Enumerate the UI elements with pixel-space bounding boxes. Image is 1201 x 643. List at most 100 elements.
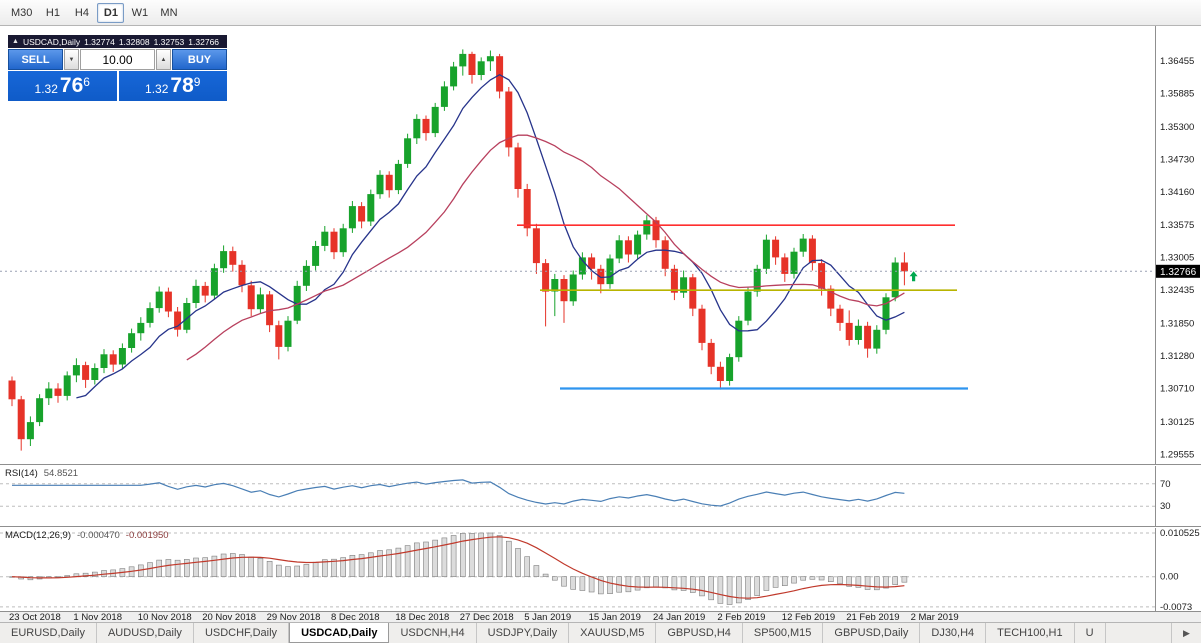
- svg-text:5 Jan 2019: 5 Jan 2019: [524, 612, 571, 622]
- svg-text:1.32766: 1.32766: [1160, 267, 1197, 278]
- time-axis-strip: [0, 612, 1201, 622]
- svg-text:1 Nov 2018: 1 Nov 2018: [73, 612, 122, 622]
- timeframe-d1-button[interactable]: D1: [97, 2, 125, 23]
- buy-price-box[interactable]: 1.32 78 9: [118, 71, 227, 101]
- svg-text:1.32435: 1.32435: [1160, 285, 1194, 296]
- timeframe-mn-button[interactable]: MN: [160, 6, 178, 19]
- svg-text:18 Dec 2018: 18 Dec 2018: [395, 612, 449, 622]
- svg-text:2 Feb 2019: 2 Feb 2019: [717, 612, 765, 622]
- svg-text:29 Nov 2018: 29 Nov 2018: [267, 612, 321, 622]
- svg-text:20 Nov 2018: 20 Nov 2018: [202, 612, 256, 622]
- svg-text:0.00: 0.00: [1160, 572, 1179, 583]
- chart-background: [0, 26, 1201, 612]
- svg-text:23 Oct 2018: 23 Oct 2018: [9, 612, 61, 622]
- svg-text:10 Nov 2018: 10 Nov 2018: [138, 612, 192, 622]
- svg-text:15 Jan 2019: 15 Jan 2019: [589, 612, 641, 622]
- tab-tech100-h1[interactable]: TECH100,H1: [986, 623, 1075, 643]
- tab-u[interactable]: U: [1075, 623, 1106, 643]
- svg-text:0.010525: 0.010525: [1160, 528, 1200, 539]
- svg-text:1.33005: 1.33005: [1160, 253, 1194, 264]
- tab-xauusd-m5[interactable]: XAUUSD,M5: [569, 623, 657, 643]
- volume-increase-button[interactable]: ▲: [156, 49, 171, 70]
- chart-symbol-label: USDCAD,Daily: [22, 36, 81, 47]
- ohlc-high: 1.32808: [118, 36, 150, 47]
- sell-price-base: 1.32: [34, 82, 58, 96]
- overlay-ma-fast: [76, 73, 905, 399]
- timeframe-toolbar: M30 H1 H4 D1 W1 MN: [0, 0, 1201, 26]
- svg-text:1.34160: 1.34160: [1160, 187, 1194, 198]
- overlay-ma-slow: [186, 134, 905, 361]
- chart-area: 1.36455 1.35885 1.35300 1.34730 1.34160 1.335…: [0, 26, 1201, 622]
- sell-price-box[interactable]: 1.32 76 6: [8, 71, 117, 101]
- svg-text:2 Mar 2019: 2 Mar 2019: [911, 612, 959, 622]
- tab-sp500-m15[interactable]: SP500,M15: [743, 623, 824, 643]
- svg-text:1.36455: 1.36455: [1160, 56, 1194, 67]
- symbol-tabbar: EURUSD,Daily AUDUSD,Daily USDCHF,Daily USDC…: [0, 622, 1201, 643]
- svg-text:12 Feb 2019: 12 Feb 2019: [782, 612, 835, 622]
- svg-text:1.34730: 1.34730: [1160, 154, 1194, 165]
- chart-ohlc-bar: ▲ USDCAD,Daily 1.32774 1.32808 1.32753 1…: [8, 35, 227, 48]
- chevron-down-icon: ▼: [68, 56, 75, 63]
- current-price-badge: [1156, 264, 1200, 278]
- svg-text:21 Feb 2019: 21 Feb 2019: [846, 612, 899, 622]
- time-axis-labels: 23 Oct 2018 1 Nov 2018 10 Nov 2018 20 Nov 2…: [9, 612, 959, 622]
- rsi-line: [12, 479, 905, 507]
- svg-text:70: 70: [1160, 479, 1171, 490]
- volume-input[interactable]: [80, 49, 155, 70]
- macd-main-value: -0.000470: [77, 530, 120, 541]
- tab-usdcad-daily[interactable]: USDCAD,Daily: [289, 623, 390, 643]
- sell-button[interactable]: SELL: [8, 49, 63, 70]
- chevron-right-icon: ▶: [1183, 627, 1190, 638]
- tabs-scroll-right-button[interactable]: ▶: [1171, 623, 1201, 643]
- collapse-panel-icon[interactable]: ▲: [12, 38, 19, 45]
- svg-text:24 Jan 2019: 24 Jan 2019: [653, 612, 705, 622]
- svg-text:8 Dec 2018: 8 Dec 2018: [331, 612, 380, 622]
- rsi-pane-label: RSI(14) 54.8521: [5, 468, 78, 479]
- chevron-up-icon: ▲: [160, 56, 167, 63]
- volume-decrease-button[interactable]: ▼: [64, 49, 79, 70]
- tab-usdjpy-daily[interactable]: USDJPY,Daily: [477, 623, 570, 643]
- price-chart[interactable]: 1.36455 1.35885 1.35300 1.34730 1.34160 1.335…: [0, 26, 1201, 622]
- svg-text:1.29555: 1.29555: [1160, 449, 1194, 460]
- sell-price-point: 6: [83, 75, 90, 89]
- tab-eurusd-daily[interactable]: EURUSD,Daily: [0, 623, 97, 643]
- macd-pane-label: MACD(12,26,9) -0.000470 -0.001950: [5, 530, 169, 541]
- buy-price-base: 1.32: [145, 82, 169, 96]
- macd-indicator-name: MACD(12,26,9): [5, 530, 71, 541]
- tab-audusd-daily[interactable]: AUDUSD,Daily: [97, 623, 194, 643]
- tab-gbpusd-daily[interactable]: GBPUSD,Daily: [823, 623, 921, 643]
- buy-arrow-marker: [909, 271, 918, 282]
- svg-text:-0.0073: -0.0073: [1160, 602, 1192, 613]
- rsi-indicator-value: 54.8521: [43, 468, 79, 479]
- timeframe-m30-button[interactable]: M30: [11, 6, 33, 19]
- svg-text:1.30710: 1.30710: [1160, 384, 1194, 395]
- svg-text:1.30125: 1.30125: [1160, 417, 1194, 428]
- tab-dj30-h4[interactable]: DJ30,H4: [920, 623, 987, 643]
- svg-text:1.31850: 1.31850: [1160, 319, 1194, 330]
- macd-signal-value: -0.001950: [125, 530, 169, 541]
- timeframe-w1-button[interactable]: W1: [131, 6, 149, 19]
- svg-text:1.35300: 1.35300: [1160, 122, 1194, 133]
- tab-usdcnh-h4[interactable]: USDCNH,H4: [389, 623, 477, 643]
- one-click-trading-panel: SELL ▼ ▲ BUY 1.32 76 6 1.32 78 9: [8, 49, 227, 101]
- svg-text:30: 30: [1160, 501, 1171, 512]
- macd-histogram: [9, 532, 908, 605]
- sell-price-pips: 76: [59, 74, 84, 97]
- timeframe-h4-button[interactable]: H4: [74, 6, 89, 19]
- symbol-tabs: EURUSD,Daily AUDUSD,Daily USDCHF,Daily USDC…: [0, 623, 1106, 643]
- buy-price-point: 9: [193, 75, 201, 89]
- svg-text:1.35885: 1.35885: [1160, 89, 1194, 100]
- tab-usdchf-daily[interactable]: USDCHF,Daily: [194, 623, 290, 643]
- timeframe-h1-button[interactable]: H1: [45, 6, 60, 19]
- ohlc-open: 1.32774: [84, 36, 115, 47]
- buy-button[interactable]: BUY: [172, 49, 227, 70]
- svg-text:1.33575: 1.33575: [1160, 220, 1194, 231]
- svg-text:1.31280: 1.31280: [1160, 351, 1194, 362]
- tab-gbpusd-h4[interactable]: GBPUSD,H4: [656, 623, 743, 643]
- rsi-indicator-name: RSI(14): [5, 468, 38, 479]
- svg-text:27 Dec 2018: 27 Dec 2018: [460, 612, 514, 622]
- buy-price-pips: 78: [170, 74, 194, 97]
- ohlc-close: 1.32766: [188, 36, 220, 47]
- ohlc-low: 1.32753: [153, 36, 185, 47]
